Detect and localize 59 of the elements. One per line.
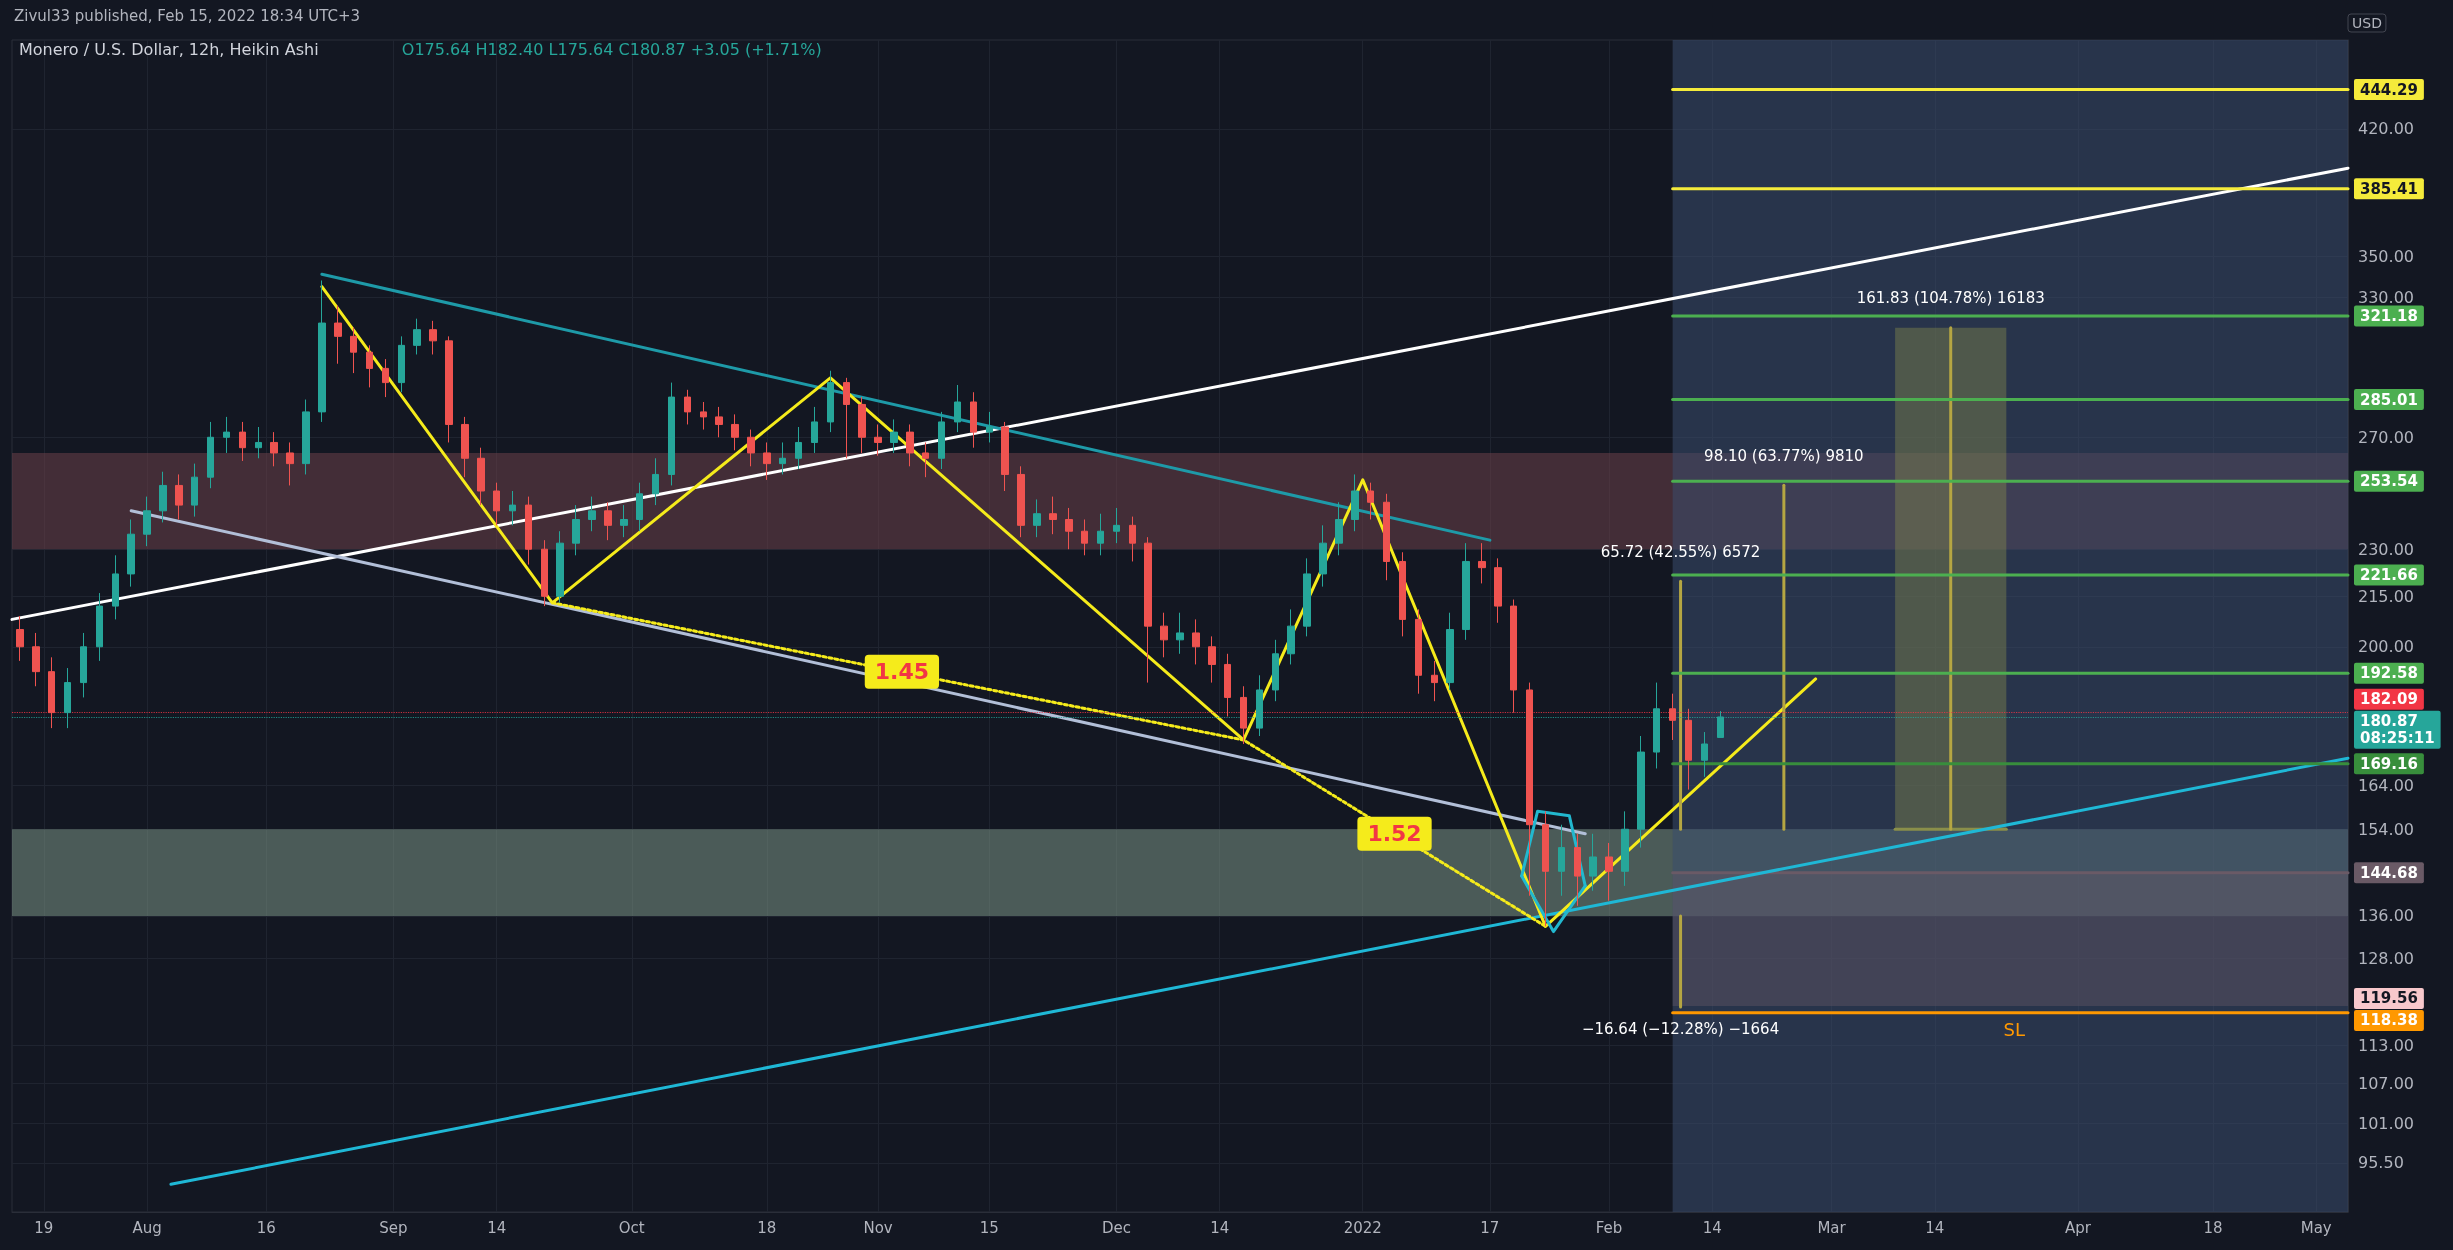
y-tick-label: 420.00 xyxy=(2358,119,2414,139)
data-label: 385.41 xyxy=(2360,179,2418,198)
y-tick-label: 230.00 xyxy=(2358,539,2414,559)
annotation: −16.64 (−12.28%) −1664 xyxy=(1581,1019,1780,1038)
annotation: 98.10 (63.77%) 9810 xyxy=(1704,446,1864,465)
annotation: 161.83 (104.78%) 16183 xyxy=(1856,289,2045,308)
x-tick-label: May xyxy=(2300,1218,2332,1237)
annotation: 1.52 xyxy=(1367,821,1422,847)
x-tick-label: Nov xyxy=(863,1218,893,1237)
ref-line-label: 182.09 xyxy=(2360,690,2418,709)
x-tick-label: Aug xyxy=(132,1218,162,1237)
x-tick-label: 18 xyxy=(2203,1218,2223,1237)
data-label: 169.16 xyxy=(2360,754,2418,773)
x-tick-label: Oct xyxy=(618,1218,645,1237)
x-tick-label: 14 xyxy=(1702,1218,1722,1237)
data-label: 221.66 xyxy=(2360,565,2418,584)
data-label: 285.01 xyxy=(2360,390,2418,409)
x-tick-label: 17 xyxy=(1480,1218,1500,1237)
y-tick-label: 95.50 xyxy=(2358,1153,2404,1173)
data-label: 144.68 xyxy=(2360,863,2418,882)
y-tick-label: 128.00 xyxy=(2358,948,2414,968)
y-tick-label: 154.00 xyxy=(2358,819,2414,839)
y-tick-label: 350.00 xyxy=(2358,246,2414,266)
x-tick-label: Dec xyxy=(1101,1218,1131,1237)
chart-subtitle: O175.64 H182.40 L175.64 C180.87 +3.05 (+1.71%) xyxy=(401,39,822,59)
annotation: SL xyxy=(2003,1019,2026,1041)
x-tick-label: 16 xyxy=(256,1218,276,1237)
x-tick-label: 14 xyxy=(487,1218,507,1237)
y-tick-label: 136.00 xyxy=(2358,906,2414,926)
y-tick-label: 270.00 xyxy=(2358,427,2414,447)
x-tick-label: 18 xyxy=(757,1218,777,1237)
y-tick-label: 113.00 xyxy=(2358,1035,2414,1055)
ref-line-label: 180.87 08:25:11 xyxy=(2360,712,2435,748)
y-tick-label: 330.00 xyxy=(2358,287,2414,307)
x-tick-label: Feb xyxy=(1595,1218,1623,1237)
data-label: 192.58 xyxy=(2360,664,2418,683)
annotation: 65.72 (42.55%) 6572 xyxy=(1600,542,1761,561)
chart-title: Monero / U.S. Dollar, 12h, Heikin Ashi xyxy=(19,39,319,59)
y-tick-label: 215.00 xyxy=(2358,586,2414,606)
y-tick-label: 200.00 xyxy=(2358,637,2414,657)
x-tick-label: 15 xyxy=(979,1218,999,1237)
data-label: 118.38 xyxy=(2360,1011,2418,1030)
y-tick-label: 164.00 xyxy=(2358,775,2414,795)
x-tick-label: 19 xyxy=(34,1218,54,1237)
x-tick-label: Mar xyxy=(1817,1218,1847,1237)
annotation: 1.45 xyxy=(874,659,930,685)
x-tick-label: 14 xyxy=(1210,1218,1230,1237)
annotation: 119.56 xyxy=(2360,989,2418,1008)
text: Zivul33 published, Feb 15, 2022 18:34 UTC+3 xyxy=(14,6,361,25)
data-label: 253.54 xyxy=(2360,472,2418,491)
x-tick-label: Apr xyxy=(2064,1218,2092,1237)
x-tick-label: 14 xyxy=(1925,1218,1945,1237)
data-label: 321.18 xyxy=(2360,307,2418,326)
x-tick-label: 2022 xyxy=(1343,1218,1382,1237)
data-label: 444.29 xyxy=(2360,80,2418,99)
y-tick-label: 101.00 xyxy=(2358,1114,2414,1134)
x-tick-label: Sep xyxy=(379,1218,408,1237)
y-axis-title: USD xyxy=(2352,15,2382,31)
y-tick-label: 107.00 xyxy=(2358,1073,2414,1093)
